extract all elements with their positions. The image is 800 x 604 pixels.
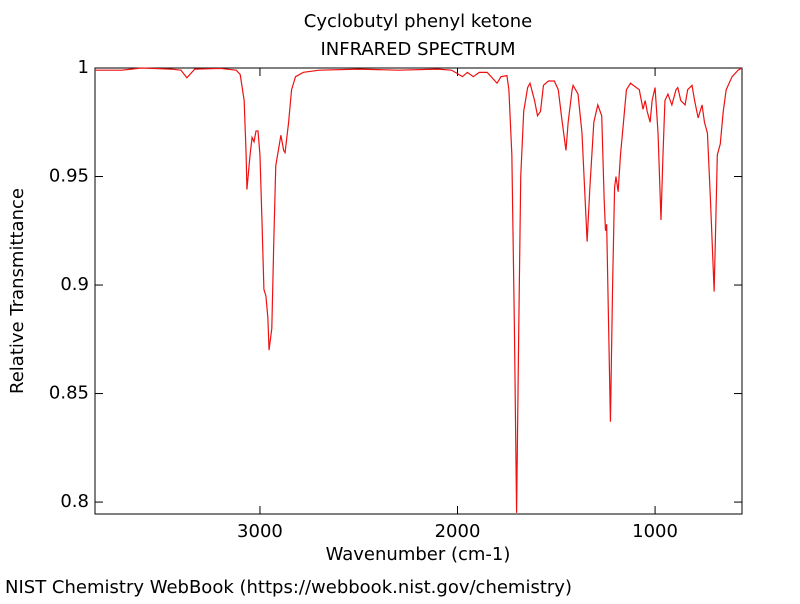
plot-frame — [94, 67, 743, 515]
y-tick-label: 0.85 — [49, 383, 89, 404]
chart-subtitle: INFRARED SPECTRUM — [320, 39, 515, 60]
y-tick-label: 0.8 — [60, 491, 89, 512]
footer: NIST Chemistry WebBook (https://webbook.… — [5, 577, 572, 598]
y-axis-label: Relative Transmittance — [7, 188, 28, 394]
x-tick-label: 1000 — [632, 521, 678, 542]
y-tick-label: 1 — [78, 57, 89, 78]
spectrum-line — [95, 67, 743, 513]
y-tick-label: 0.9 — [60, 274, 89, 295]
chart-title: Cyclobutyl phenyl ketone — [304, 11, 533, 32]
y-tick-label: 0.95 — [49, 166, 89, 187]
x-axis-label: Wavenumber (cm-1) — [326, 544, 511, 565]
x-tick-label: 2000 — [435, 521, 481, 542]
x-tick-label: 3000 — [237, 521, 283, 542]
